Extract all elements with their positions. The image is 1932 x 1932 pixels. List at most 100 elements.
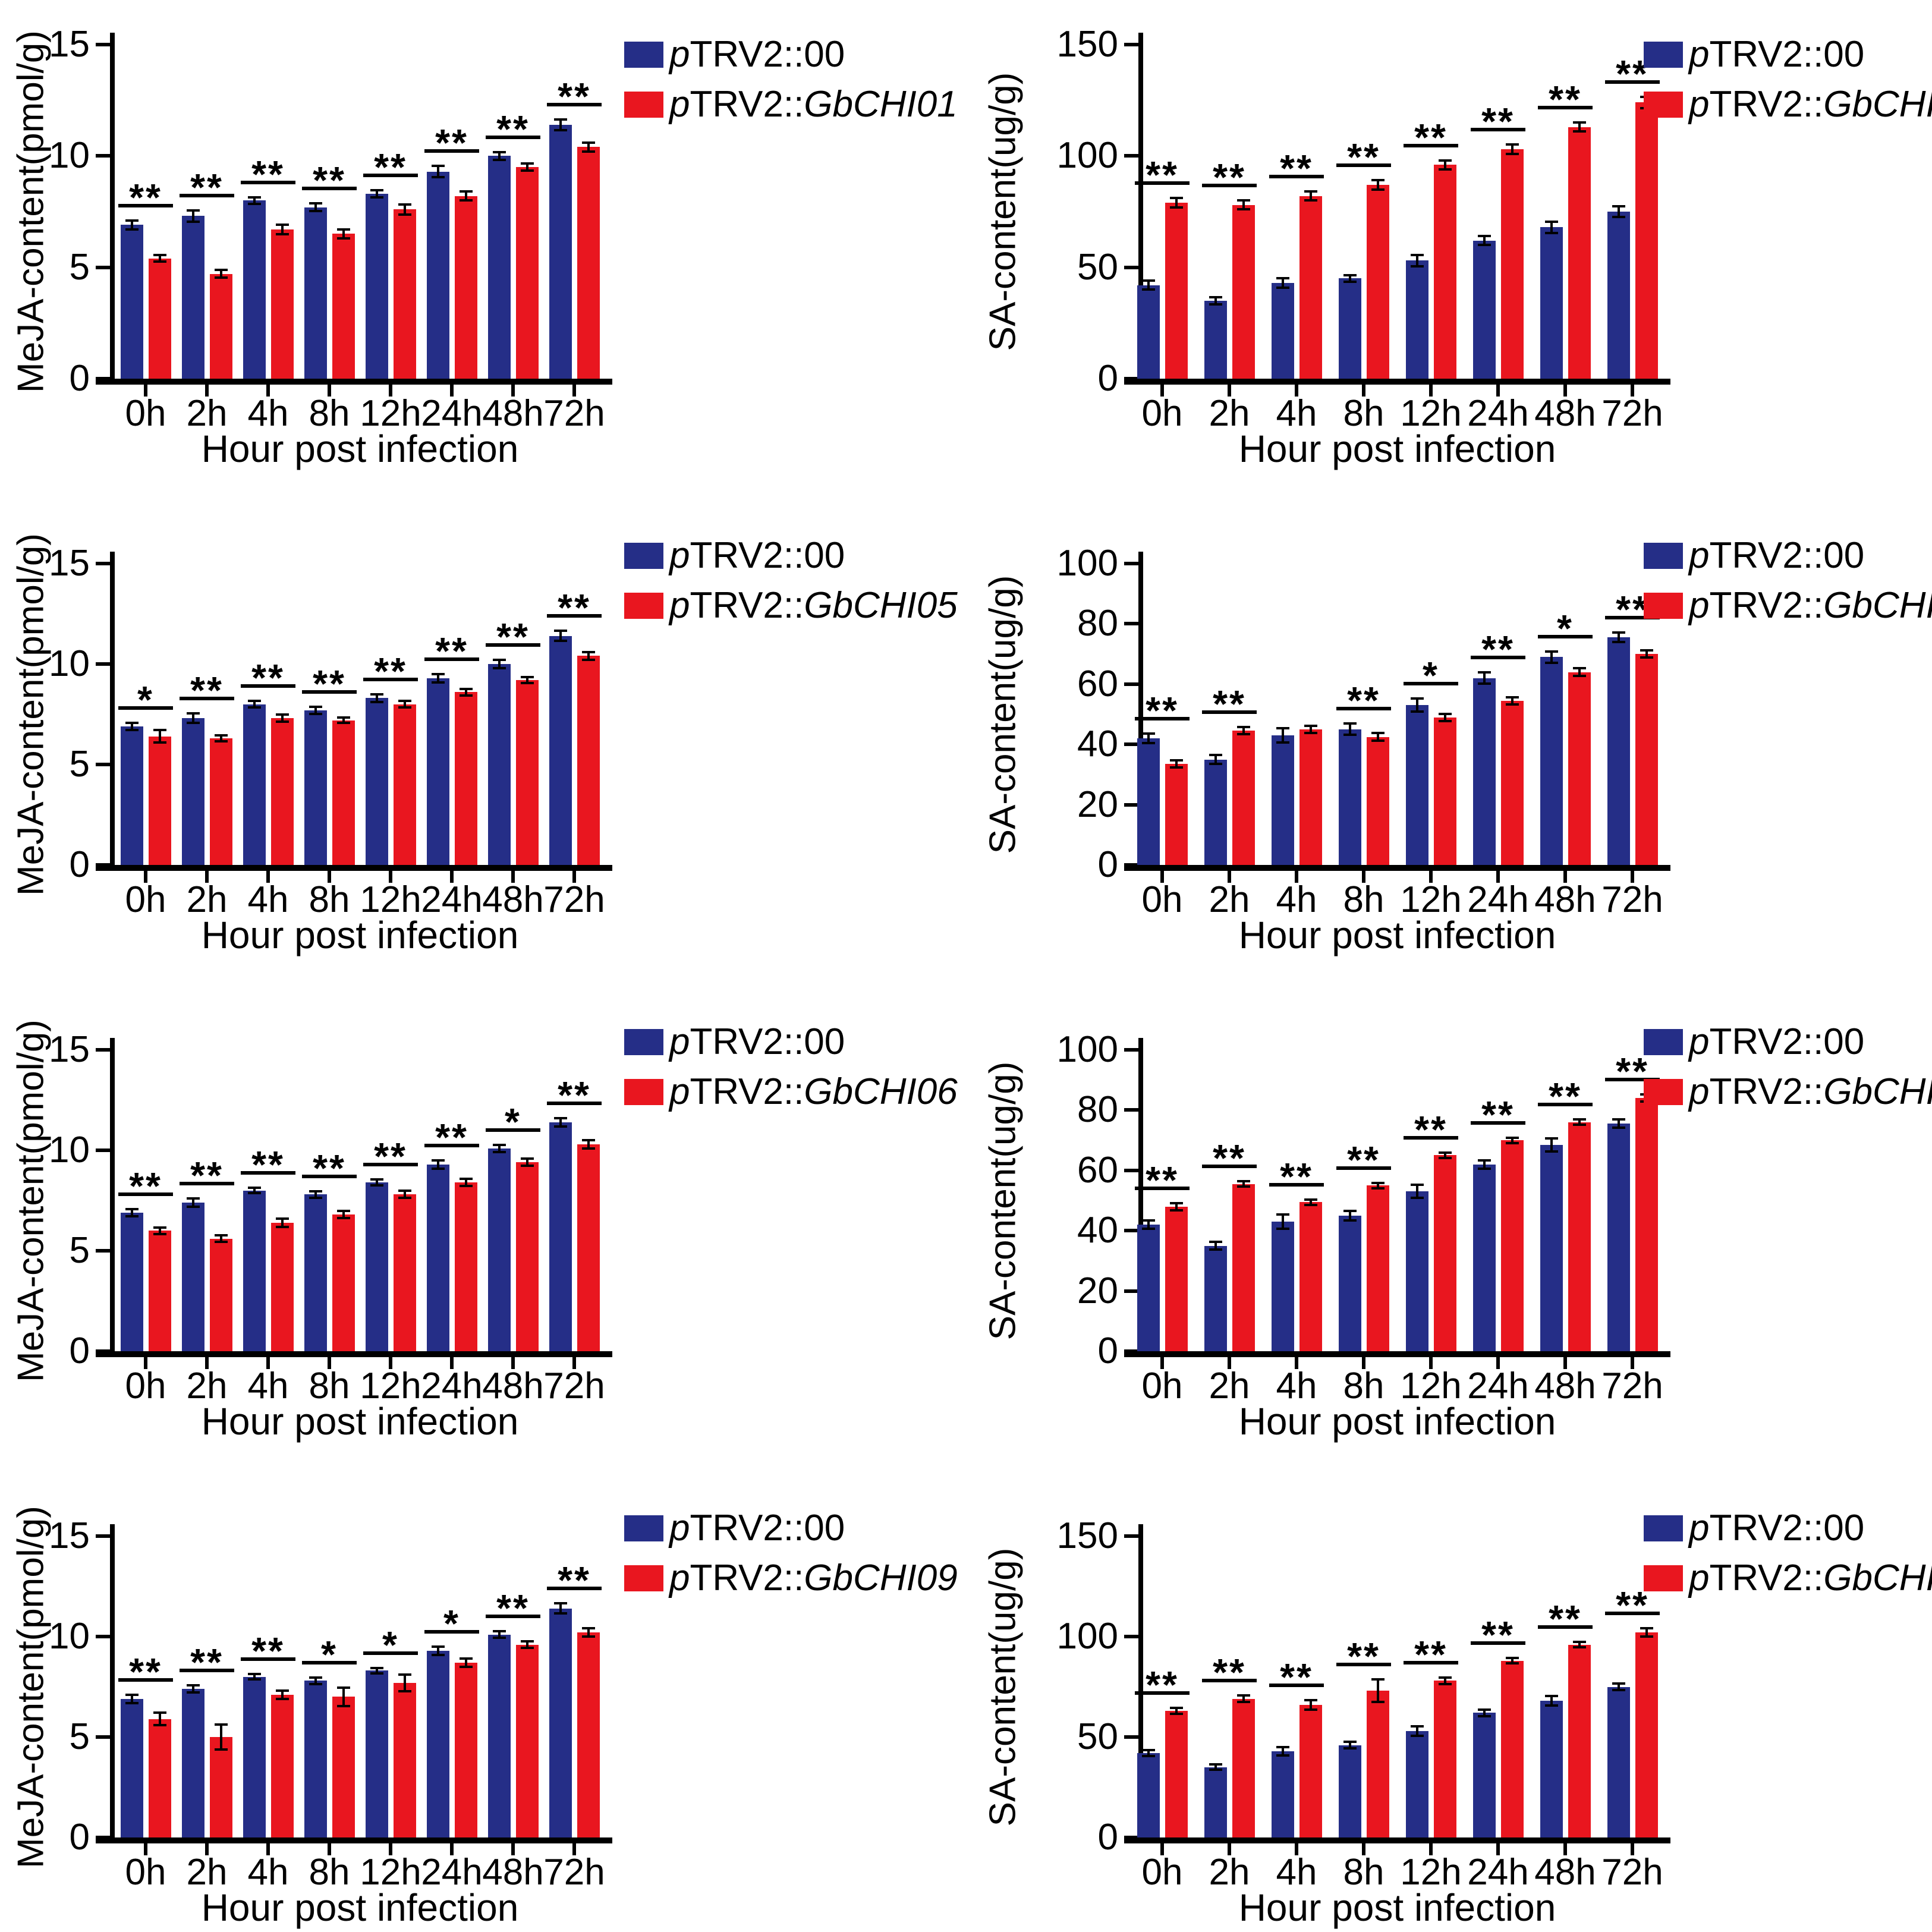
- error-bar-cap-bottom: [492, 158, 506, 161]
- legend-label-control: pTRV2::00: [1689, 1508, 1865, 1549]
- significance-stars-0h: **: [129, 175, 162, 219]
- error-bar-cap-bottom: [247, 706, 261, 709]
- x-tick: [450, 1357, 454, 1369]
- error-bar-cap-bottom: [1640, 1635, 1653, 1638]
- error-bar-cap-top: [309, 202, 322, 204]
- bar-control-2h: [181, 1688, 204, 1837]
- significance-line-4h: [1269, 1182, 1324, 1187]
- error-bar-cap-bottom: [1612, 1127, 1625, 1129]
- x-tick: [328, 871, 331, 883]
- error-bar-line: [464, 1180, 467, 1185]
- legend-label-control: pTRV2::00: [1689, 535, 1865, 576]
- error-bar-cap-top: [1141, 1749, 1155, 1752]
- y-tick: [96, 1048, 110, 1052]
- significance-stars-2h: **: [1213, 1137, 1246, 1180]
- significance-stars-8h: **: [1347, 679, 1380, 722]
- error-bar-cap-top: [1477, 671, 1491, 674]
- bar-silenced-4h: [1299, 1202, 1322, 1351]
- bar-control-72h: [549, 635, 572, 865]
- x-tick-label: 72h: [1601, 1852, 1663, 1893]
- error-bar-cap-top: [247, 196, 261, 199]
- x-tick: [1228, 1357, 1231, 1369]
- bar-control-72h: [1607, 212, 1630, 379]
- y-axis-line: [110, 552, 115, 871]
- bar-control-0h: [120, 1212, 143, 1351]
- legend-label-control: pTRV2::00: [1689, 34, 1865, 75]
- x-axis-line: [1124, 865, 1670, 871]
- significance-line-48h: [486, 643, 540, 647]
- bar-control-0h: [1137, 738, 1160, 865]
- error-bar-cap-top: [1343, 273, 1357, 276]
- bar-control-4h: [243, 1190, 266, 1351]
- error-bar-cap-top: [398, 700, 411, 703]
- significance-line-24h: [424, 1143, 479, 1147]
- y-axis-title: MeJA-content(pmol/g): [10, 30, 52, 393]
- error-bar-cap-top: [1343, 1209, 1357, 1212]
- error-bar-cap-top: [1410, 1184, 1424, 1187]
- bar-control-8h: [1338, 729, 1361, 865]
- error-bar-line: [1348, 1212, 1351, 1219]
- error-bar-cap-top: [1343, 1741, 1357, 1744]
- bar-control-12h: [365, 194, 388, 379]
- x-tick: [1228, 1843, 1231, 1855]
- x-tick: [266, 1843, 270, 1855]
- bar-control-8h: [1338, 1745, 1361, 1837]
- error-bar-line: [587, 653, 590, 659]
- error-bar-line: [464, 193, 467, 200]
- bar-silenced-48h: [1568, 672, 1591, 865]
- error-bar-cap-top: [459, 687, 473, 690]
- error-bar-line: [1214, 1243, 1217, 1248]
- bar-control-24h: [1472, 678, 1496, 865]
- error-bar-cap-bottom: [1141, 1228, 1155, 1231]
- bar-silenced-12h: [1433, 165, 1456, 379]
- significance-line-0h: [118, 1678, 173, 1682]
- y-tick-label: 0: [69, 1817, 90, 1858]
- significance-line-72h: [547, 613, 602, 618]
- bar-silenced-2h: [1232, 1698, 1255, 1837]
- error-bar-line: [130, 1210, 133, 1215]
- error-bar-cap-top: [1410, 697, 1424, 700]
- error-bar-cap-top: [1477, 1159, 1491, 1162]
- bar-control-8h: [304, 710, 327, 865]
- significance-stars-48h: **: [1549, 1075, 1582, 1118]
- bar-control-24h: [426, 678, 449, 865]
- x-axis-title: Hour post infection: [201, 1400, 519, 1443]
- x-tick-label: 0h: [125, 1852, 166, 1893]
- x-tick-label: 8h: [1343, 1852, 1385, 1893]
- significance-line-4h: [241, 684, 295, 688]
- x-tick: [1160, 871, 1164, 883]
- bar-silenced-0h: [148, 1231, 171, 1351]
- error-bar-cap-bottom: [581, 658, 595, 661]
- bar-control-4h: [1271, 1221, 1294, 1351]
- error-bar-cap-bottom: [247, 203, 261, 205]
- bar-silenced-72h: [577, 1144, 600, 1351]
- bar-silenced-12h: [1433, 717, 1456, 865]
- error-bar-line: [281, 1219, 284, 1226]
- bar-silenced-0h: [148, 736, 171, 865]
- legend-label-control: pTRV2::00: [669, 1508, 845, 1549]
- error-bar-line: [158, 731, 161, 742]
- bar-control-8h: [304, 1194, 327, 1351]
- x-tick-label: 8h: [1343, 1365, 1385, 1406]
- legend-swatch-silenced: [1644, 92, 1683, 118]
- error-bar-cap-bottom: [459, 199, 473, 202]
- error-bar-cap-bottom: [553, 128, 567, 131]
- x-tick-label: 4h: [247, 393, 289, 434]
- error-bar-line: [375, 191, 378, 196]
- significance-line-48h: [1538, 106, 1593, 109]
- significance-line-24h: [1471, 1641, 1525, 1645]
- x-tick: [1429, 1843, 1433, 1855]
- error-bar-line: [314, 1192, 317, 1197]
- error-bar-cap-bottom: [309, 1196, 322, 1199]
- error-bar-line: [403, 1192, 406, 1197]
- error-bar-cap-top: [1141, 279, 1155, 282]
- significance-line-12h: [363, 1162, 418, 1166]
- error-bar-cap-bottom: [1169, 1713, 1183, 1716]
- error-bar-line: [436, 167, 439, 177]
- error-bar-cap-bottom: [1505, 1662, 1519, 1665]
- error-bar-cap-top: [1276, 277, 1289, 280]
- error-bar-cap-bottom: [1276, 1754, 1289, 1757]
- bar-silenced-0h: [1165, 764, 1188, 865]
- error-bar-cap-top: [336, 1210, 350, 1213]
- x-axis-line: [96, 1837, 612, 1843]
